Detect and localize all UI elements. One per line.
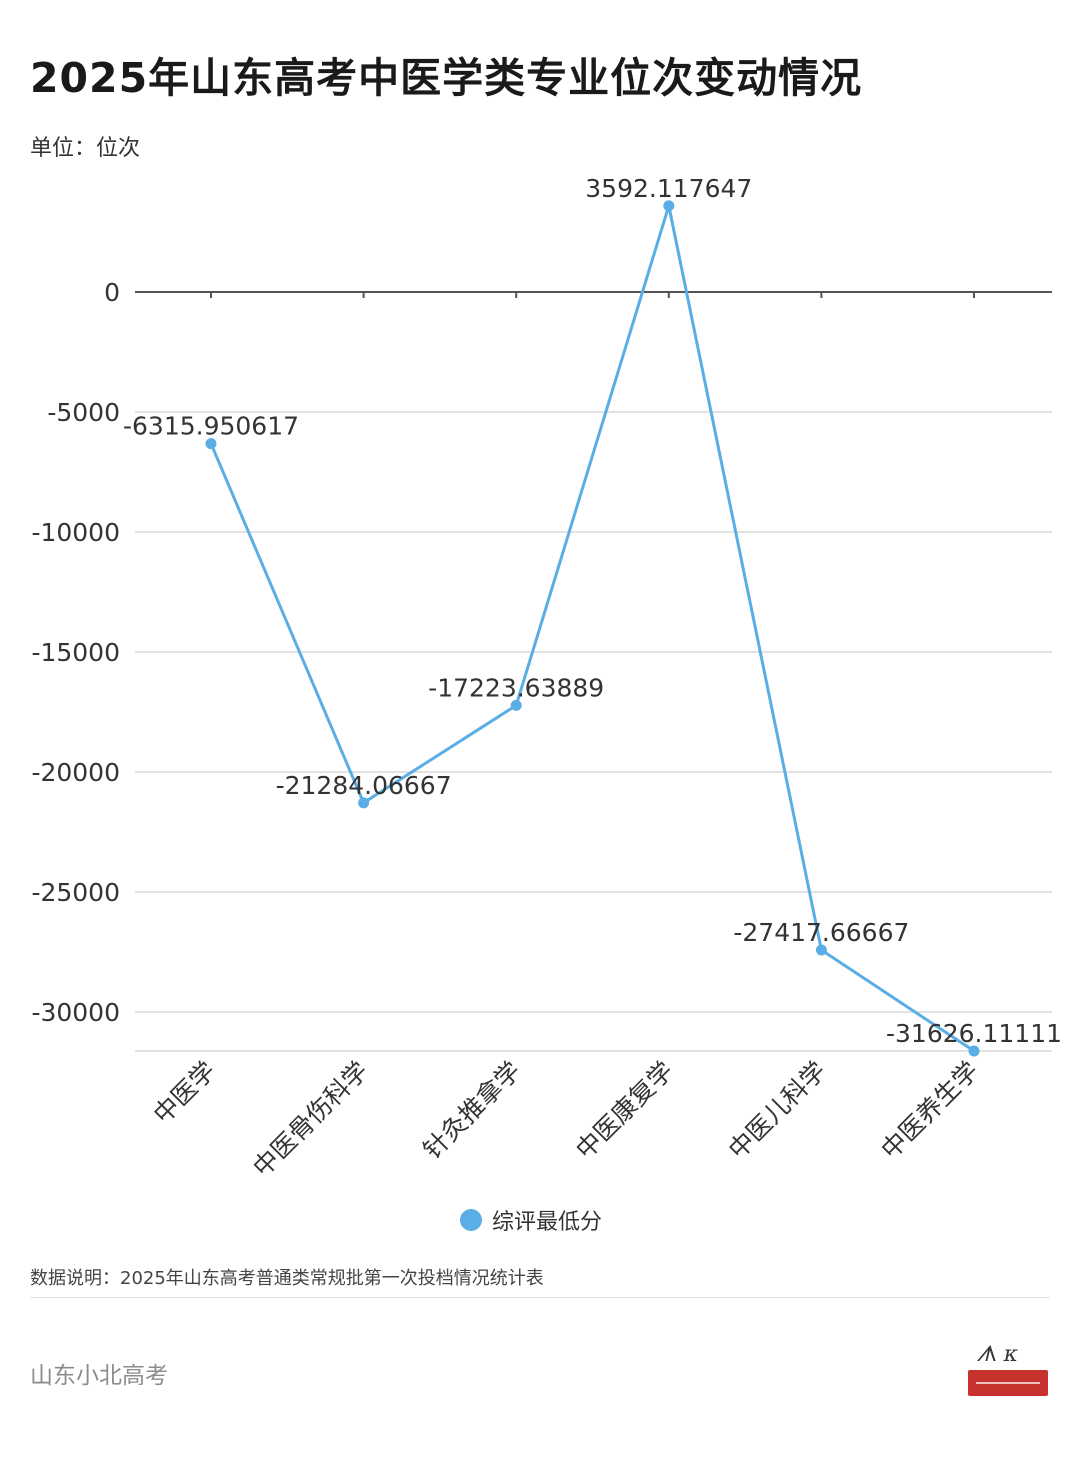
data-label: -17223.63889	[428, 673, 604, 702]
data-point	[510, 699, 522, 711]
data-label: 3592.117647	[585, 174, 752, 203]
y-tick-label: -15000	[31, 638, 120, 667]
data-source-note: 数据说明：2025年山东高考普通类常规批第一次投档情况统计表	[30, 1268, 544, 1289]
x-category-label: 针灸推拿学	[418, 1056, 527, 1165]
line-chart: 0 -5000 -10000 -15000 -20000 -25000 -30000 -63…	[31, 174, 1062, 1183]
data-point	[358, 797, 370, 809]
data-point	[968, 1045, 980, 1057]
grid-lines	[135, 411, 1052, 1052]
x-category-label: 中医养生学	[875, 1056, 984, 1165]
unit-label: 单位：位次	[30, 136, 141, 161]
legend-label: 综评最低分	[492, 1210, 603, 1235]
x-axis-category-labels: 中医学 中医骨伤科学 针灸推拿学 中医康复学 中医儿科学 中医养生学	[148, 1056, 985, 1183]
series-line	[209, 204, 975, 1053]
data-label: -31626.11111	[886, 1019, 1062, 1048]
data-label: -21284.06667	[276, 771, 452, 800]
y-tick-label: -10000	[31, 518, 120, 547]
brand-name: 山东小北高考	[30, 1363, 168, 1389]
data-labels: -6315.950617 -21284.06667 -17223.63889 3592…	[123, 174, 1062, 1048]
y-tick-label: -5000	[47, 398, 120, 427]
y-tick-label: -25000	[31, 878, 120, 907]
x-category-label: 中医儿科学	[723, 1056, 832, 1165]
x-category-label: 中医学	[148, 1056, 222, 1130]
zero-axis	[135, 291, 1052, 298]
shandong-xiaobei-gaokao-logo-icon: ᗑ ᴋ	[964, 1342, 1052, 1402]
data-point	[815, 944, 827, 956]
x-category-label: 中医骨伤科学	[247, 1056, 374, 1183]
series-line-path	[209, 204, 975, 1053]
data-points	[205, 200, 980, 1057]
x-category-label: 中医康复学	[570, 1056, 679, 1165]
data-point	[205, 438, 217, 450]
y-tick-label: -30000	[31, 998, 120, 1027]
footer-divider	[30, 1297, 1050, 1298]
y-axis-tick-labels: 0 -5000 -10000 -15000 -20000 -25000 -30000	[31, 278, 120, 1027]
y-tick-label: 0	[104, 278, 120, 307]
chart-title: 2025年山东高考中医学类专业位次变动情况	[30, 54, 863, 102]
data-label: -27417.66667	[733, 918, 909, 947]
y-tick-label: -20000	[31, 758, 120, 787]
legend-swatch-icon	[460, 1209, 482, 1231]
legend: 综评最低分	[460, 1204, 602, 1236]
data-label: -6315.950617	[123, 412, 299, 441]
data-point	[663, 200, 675, 212]
